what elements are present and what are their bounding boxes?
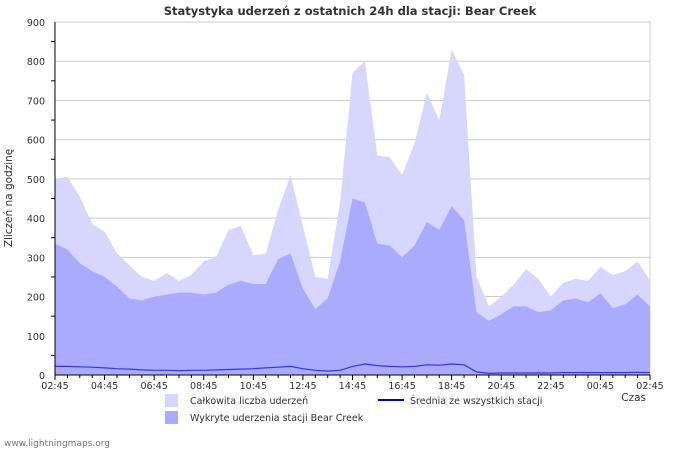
x-tick-label: 12:45 — [289, 381, 316, 392]
x-tick-label: 06:45 — [140, 381, 167, 392]
chart-title: Statystyka uderzeń z ostatnich 24h dla s… — [164, 4, 537, 18]
x-axis-label: Czas — [621, 392, 646, 404]
legend-label-average: Średnia ze wszystkich stacji — [410, 395, 542, 407]
y-tick-label: 600 — [27, 136, 45, 147]
y-axis-label: Zliczeń na godzinę — [3, 149, 15, 248]
legend-label-detected: Wykryte uderzenia stacji Bear Creek — [190, 413, 364, 424]
y-tick-label: 800 — [27, 57, 45, 68]
y-tick-label: 400 — [27, 214, 45, 225]
x-tick-label: 18:45 — [438, 381, 465, 392]
y-tick-label: 300 — [27, 253, 45, 264]
x-tick-label: 16:45 — [388, 381, 415, 392]
x-tick-label: 04:45 — [91, 381, 118, 392]
legend-swatch-detected — [165, 411, 178, 424]
legend-swatch-total — [165, 394, 178, 407]
x-tick-label: 08:45 — [190, 381, 217, 392]
y-tick-label: 100 — [27, 332, 45, 343]
legend: Całkowita liczba uderzeń Wykryte uderzen… — [165, 394, 542, 424]
x-tick-label: 02:45 — [41, 381, 68, 392]
y-tick-label: 0 — [39, 371, 45, 382]
legend-label-total: Całkowita liczba uderzeń — [190, 396, 308, 407]
y-tick-label: 900 — [27, 18, 45, 29]
x-tick-label: 10:45 — [240, 381, 267, 392]
area-series-1 — [55, 198, 650, 375]
x-tick-label: 22:45 — [537, 381, 564, 392]
footer-link[interactable]: www.lightningmaps.org — [4, 439, 110, 449]
x-tick-label: 00:45 — [587, 381, 614, 392]
x-tick-label: 02:45 — [636, 381, 663, 392]
line-series-2 — [55, 363, 651, 375]
x-tick-label: 14:45 — [339, 381, 366, 392]
y-tick-label: 200 — [27, 293, 45, 304]
x-tick-label: 20:45 — [488, 381, 515, 392]
y-tick-label: 700 — [27, 96, 45, 107]
y-tick-label: 500 — [27, 175, 45, 186]
